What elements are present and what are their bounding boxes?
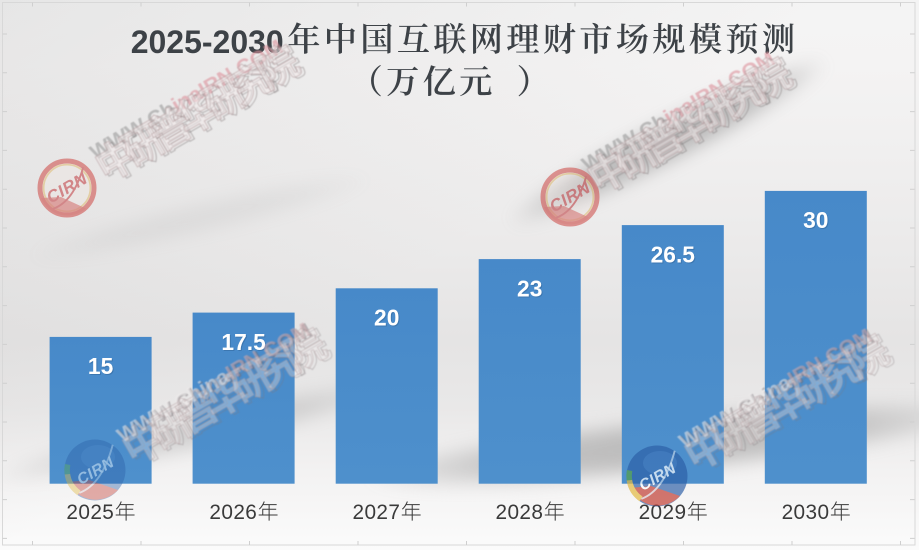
svg-text:15: 15 — [88, 353, 114, 379]
svg-text:23: 23 — [518, 276, 543, 302]
svg-text:23: 23 — [517, 275, 542, 301]
svg-text:30: 30 — [803, 207, 828, 233]
svg-text:26.5: 26.5 — [652, 242, 697, 268]
svg-text:2029: 2029 — [639, 501, 687, 524]
svg-text:15: 15 — [89, 354, 115, 380]
svg-text:2028: 2028 — [496, 501, 544, 524]
svg-text:2030: 2030 — [782, 501, 830, 524]
svg-text:20: 20 — [375, 306, 400, 332]
svg-text:26.5: 26.5 — [651, 241, 696, 267]
svg-text:2026: 2026 — [209, 501, 257, 524]
svg-text:2025: 2025 — [66, 501, 114, 524]
svg-text:30: 30 — [804, 208, 829, 234]
svg-text:20: 20 — [374, 305, 399, 331]
svg-text:2027: 2027 — [353, 501, 401, 524]
